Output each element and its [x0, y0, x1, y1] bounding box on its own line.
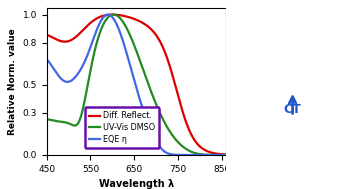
Y-axis label: Relative Norm. value: Relative Norm. value — [8, 28, 17, 135]
Legend: Diff. Reflect., UV-Vis DMSO, EQE η: Diff. Reflect., UV-Vis DMSO, EQE η — [85, 107, 159, 148]
X-axis label: Wavelength λ: Wavelength λ — [99, 179, 174, 189]
Text: CT: CT — [284, 102, 302, 115]
